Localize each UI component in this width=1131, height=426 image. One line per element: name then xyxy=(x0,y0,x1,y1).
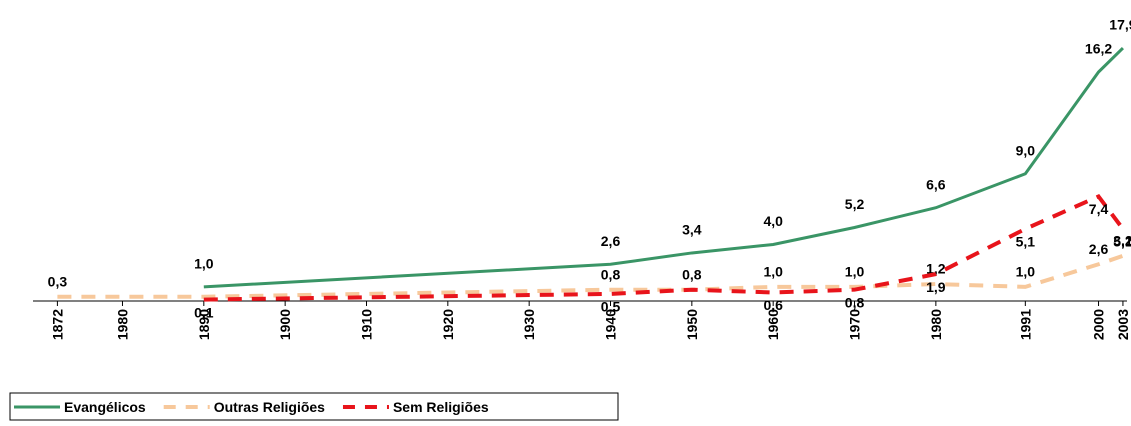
data-label: 3,4 xyxy=(682,222,702,238)
data-label: 1,0 xyxy=(845,264,865,280)
x-tick-label: 1980 xyxy=(114,309,130,340)
x-tick-label: 1991 xyxy=(1017,309,1033,340)
x-tick-label: 1890 xyxy=(196,309,212,340)
data-label: 1,2 xyxy=(926,261,946,277)
legend-label: Evangélicos xyxy=(64,399,146,415)
data-label: 0,8 xyxy=(845,294,865,310)
x-tick-label: 1900 xyxy=(277,309,293,340)
series-line xyxy=(203,193,1125,302)
x-tick-label: 1920 xyxy=(440,309,456,340)
data-label: 5,2 xyxy=(845,196,865,212)
data-label: 1,0 xyxy=(1016,264,1036,280)
data-label: 9,0 xyxy=(1016,143,1036,159)
legend-label: Sem Religiões xyxy=(393,399,489,415)
data-label: 16,2 xyxy=(1085,41,1112,57)
x-tick-label: 1970 xyxy=(847,309,863,340)
legend-box xyxy=(9,392,619,421)
data-label: 2,6 xyxy=(1089,241,1109,257)
series-line xyxy=(203,46,1124,289)
legend-label: Outras Religiões xyxy=(214,399,325,415)
data-label: 1,0 xyxy=(194,256,214,272)
data-label: 3,2 xyxy=(1113,232,1131,248)
data-label: 17,9 xyxy=(1109,17,1131,33)
series-line xyxy=(57,253,1124,299)
data-label: 0,3 xyxy=(48,273,68,289)
data-label: 0,8 xyxy=(601,266,621,282)
data-label: 7,4 xyxy=(1089,201,1109,217)
data-label: 6,6 xyxy=(926,176,946,192)
data-label: 0,8 xyxy=(682,266,702,282)
data-label: 2,6 xyxy=(601,233,621,249)
x-tick-label: 1940 xyxy=(603,309,619,340)
data-label: 0,1 xyxy=(194,304,214,320)
x-tick-label: 1872 xyxy=(49,309,65,340)
data-label: 1,9 xyxy=(926,279,946,295)
x-tick-label: 1960 xyxy=(765,309,781,340)
data-label: 5,1 xyxy=(1113,234,1131,250)
data-label: 1,0 xyxy=(763,264,783,280)
data-label: 0,6 xyxy=(763,297,783,313)
data-label: 5,1 xyxy=(1016,234,1036,250)
x-tick-label: 1980 xyxy=(928,309,944,340)
x-tick-label: 2003 xyxy=(1115,309,1131,340)
x-tick-label: 1930 xyxy=(521,309,537,340)
x-tick-label: 1910 xyxy=(358,309,374,340)
data-label: 4,0 xyxy=(763,213,783,229)
x-tick-label: 2000 xyxy=(1091,309,1107,340)
data-label: 0,5 xyxy=(601,299,621,315)
x-tick-label: 1950 xyxy=(684,309,700,340)
